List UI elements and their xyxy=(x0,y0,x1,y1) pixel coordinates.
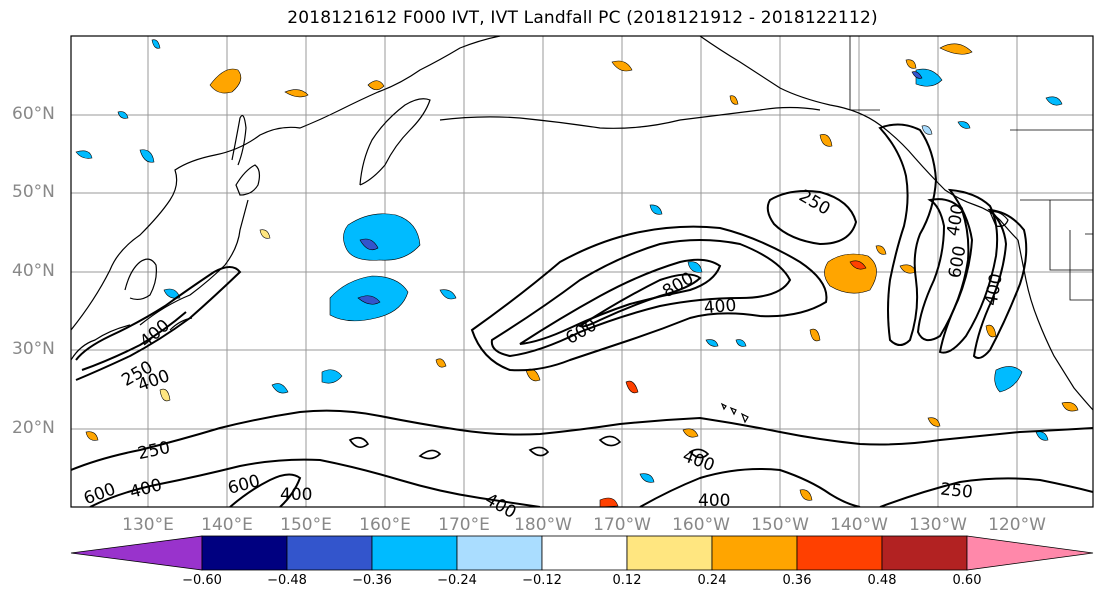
contour-label: 250 xyxy=(939,479,973,502)
colorbar-tick-label: −0.36 xyxy=(352,573,392,588)
colorbar-segment xyxy=(541,535,628,571)
lon-tick-label: 150°E xyxy=(280,515,332,535)
lon-tick-label: 170°E xyxy=(438,515,490,535)
colorbar-tick-label: 0.36 xyxy=(782,573,812,588)
colorbar-segment xyxy=(70,535,203,571)
ivt-contours xyxy=(71,123,1093,507)
colorbar-tick-label: 0.24 xyxy=(697,573,727,588)
lon-tick-label: 170°W xyxy=(593,515,651,535)
colorbar xyxy=(70,535,1094,571)
contour-label: 400 xyxy=(280,485,312,505)
colorbar-tick-label: 0.60 xyxy=(952,573,982,588)
lon-tick-label: 160°W xyxy=(672,515,730,535)
colorbar-segment xyxy=(626,535,713,571)
lon-tick-label: 130°E xyxy=(122,515,174,535)
colorbar-segment xyxy=(286,535,373,571)
lon-tick-label: 140°E xyxy=(201,515,253,535)
colorbar-tick-label: −0.12 xyxy=(522,573,562,588)
lat-tick-label: 50°N xyxy=(12,182,55,202)
colorbar-segment xyxy=(966,535,1094,571)
contour-label: 400 xyxy=(703,296,737,319)
coastlines xyxy=(71,36,1093,424)
lon-tick-label: 140°W xyxy=(830,515,888,535)
lon-tick-label: 150°W xyxy=(751,515,809,535)
colorbar-tick-label: −0.24 xyxy=(437,573,477,588)
colorbar-segment xyxy=(201,535,288,571)
lon-tick-label: 160°E xyxy=(359,515,411,535)
colorbar-segment xyxy=(881,535,968,571)
lon-tick-label: 130°W xyxy=(909,515,967,535)
contour-label: 400 xyxy=(698,491,730,511)
lat-tick-label: 30°N xyxy=(12,339,55,359)
colorbar-segment xyxy=(456,535,543,571)
lat-tick-label: 20°N xyxy=(12,418,55,438)
gridlines xyxy=(71,36,1093,507)
colorbar-tick-label: 0.12 xyxy=(612,573,642,588)
colorbar-segment xyxy=(711,535,798,571)
colorbar-tick-label: −0.48 xyxy=(267,573,307,588)
colorbar-segment xyxy=(371,535,458,571)
lat-tick-label: 60°N xyxy=(12,104,55,124)
negative-anomaly-patches xyxy=(75,39,1063,483)
colorbar-tick-label: 0.48 xyxy=(867,573,897,588)
lon-tick-label: 120°W xyxy=(988,515,1046,535)
map-frame xyxy=(70,35,1094,508)
positive-anomaly-patches xyxy=(85,43,1079,507)
colorbar-segment xyxy=(796,535,883,571)
colorbar-tick-label: −0.60 xyxy=(182,573,222,588)
lat-tick-label: 40°N xyxy=(12,261,55,281)
lon-tick-label: 180°W xyxy=(514,515,572,535)
map-title: 2018121612 F000 IVT, IVT Landfall PC (20… xyxy=(287,8,878,28)
